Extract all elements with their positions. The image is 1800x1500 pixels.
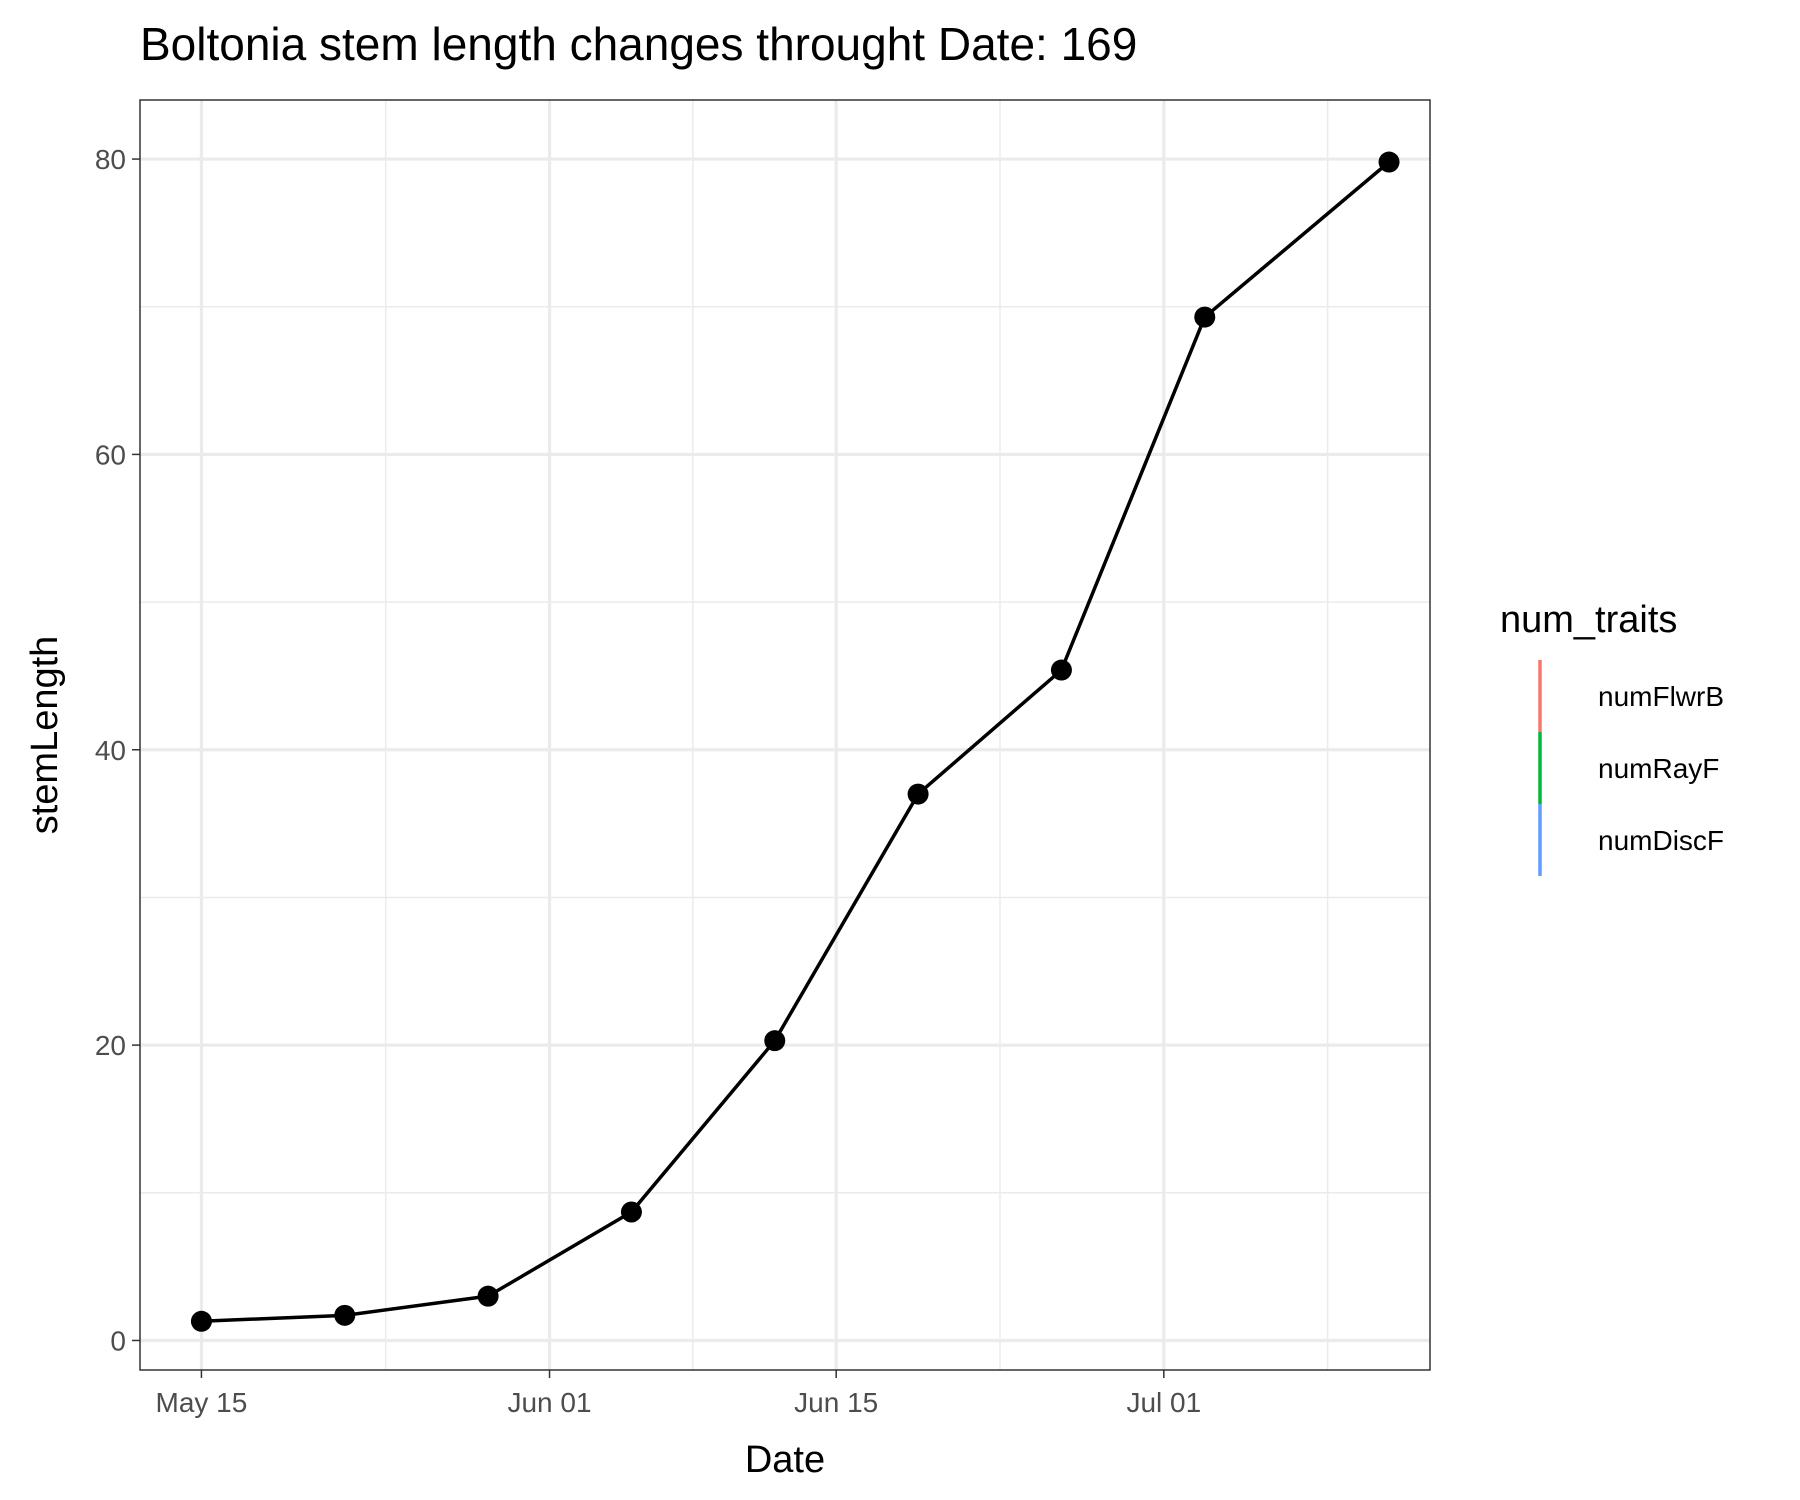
y-axis-title: stemLength (24, 636, 66, 835)
x-axis-title: Date (745, 1439, 825, 1481)
data-point (907, 783, 929, 805)
data-point (334, 1304, 356, 1326)
data-point (1194, 306, 1216, 328)
data-point (1378, 151, 1400, 173)
series-layer (190, 151, 1400, 1332)
data-point (620, 1201, 642, 1223)
minor-gridlines (140, 100, 1430, 1370)
data-point (1050, 659, 1072, 681)
data-point (764, 1030, 786, 1052)
legend: num_traits numFlwrB numRayF numDiscF (1500, 599, 1724, 876)
data-point (190, 1310, 212, 1332)
series-line (201, 160, 1391, 1324)
y-tick-label: 0 (110, 1325, 126, 1356)
y-tick-label: 60 (95, 439, 126, 470)
x-axis: May 15 Jun 01 Jun 15 Jul 01 (156, 1370, 1201, 1418)
chart-title: Boltonia stem length changes throught Da… (140, 18, 1137, 70)
major-gridlines (140, 100, 1430, 1370)
y-tick-label: 40 (95, 735, 126, 766)
y-tick-label: 80 (95, 144, 126, 175)
y-axis: 0 20 40 60 80 (95, 144, 140, 1356)
legend-title: num_traits (1500, 599, 1677, 641)
legend-label: numRayF (1598, 753, 1719, 784)
x-tick-label: Jul 01 (1126, 1387, 1201, 1418)
x-tick-label: Jun 15 (794, 1387, 878, 1418)
plot-panel-border (139, 99, 1431, 1371)
x-tick-label: Jun 01 (507, 1387, 591, 1418)
legend-label: numFlwrB (1598, 681, 1724, 712)
x-tick-label: May 15 (156, 1387, 248, 1418)
legend-label: numDiscF (1598, 825, 1724, 856)
y-tick-label: 20 (95, 1030, 126, 1061)
data-point (477, 1285, 499, 1307)
